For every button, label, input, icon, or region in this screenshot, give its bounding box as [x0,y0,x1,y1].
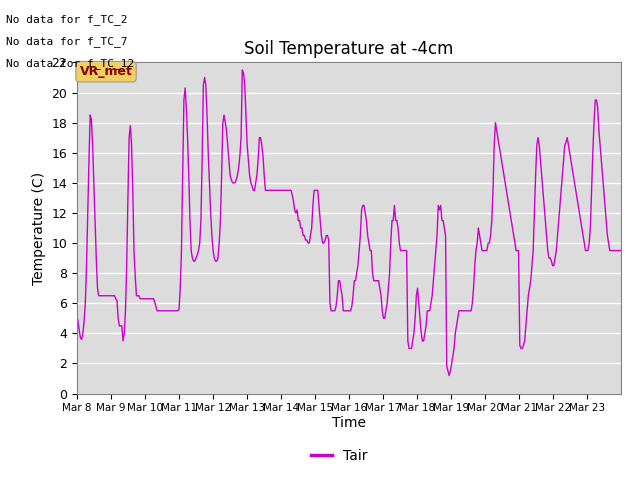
Text: No data for f_TC_12: No data for f_TC_12 [6,58,134,69]
Legend: Tair: Tair [305,443,373,468]
Y-axis label: Temperature (C): Temperature (C) [31,171,45,285]
Text: VR_met: VR_met [79,65,132,78]
X-axis label: Time: Time [332,416,366,430]
Text: No data for f_TC_2: No data for f_TC_2 [6,14,128,25]
Text: No data for f_TC_7: No data for f_TC_7 [6,36,128,47]
Title: Soil Temperature at -4cm: Soil Temperature at -4cm [244,40,454,58]
